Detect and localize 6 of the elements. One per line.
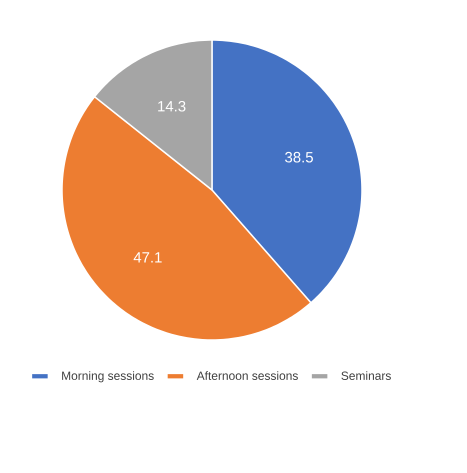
legend-label: Seminars bbox=[341, 371, 391, 380]
data-label: 47.1 bbox=[134, 252, 162, 262]
data-label: 14.3 bbox=[158, 100, 186, 112]
legend-label: Morning sessions bbox=[62, 371, 154, 382]
data-label: 38.5 bbox=[285, 152, 313, 163]
legend-label: Afternoon sessions bbox=[196, 371, 298, 380]
